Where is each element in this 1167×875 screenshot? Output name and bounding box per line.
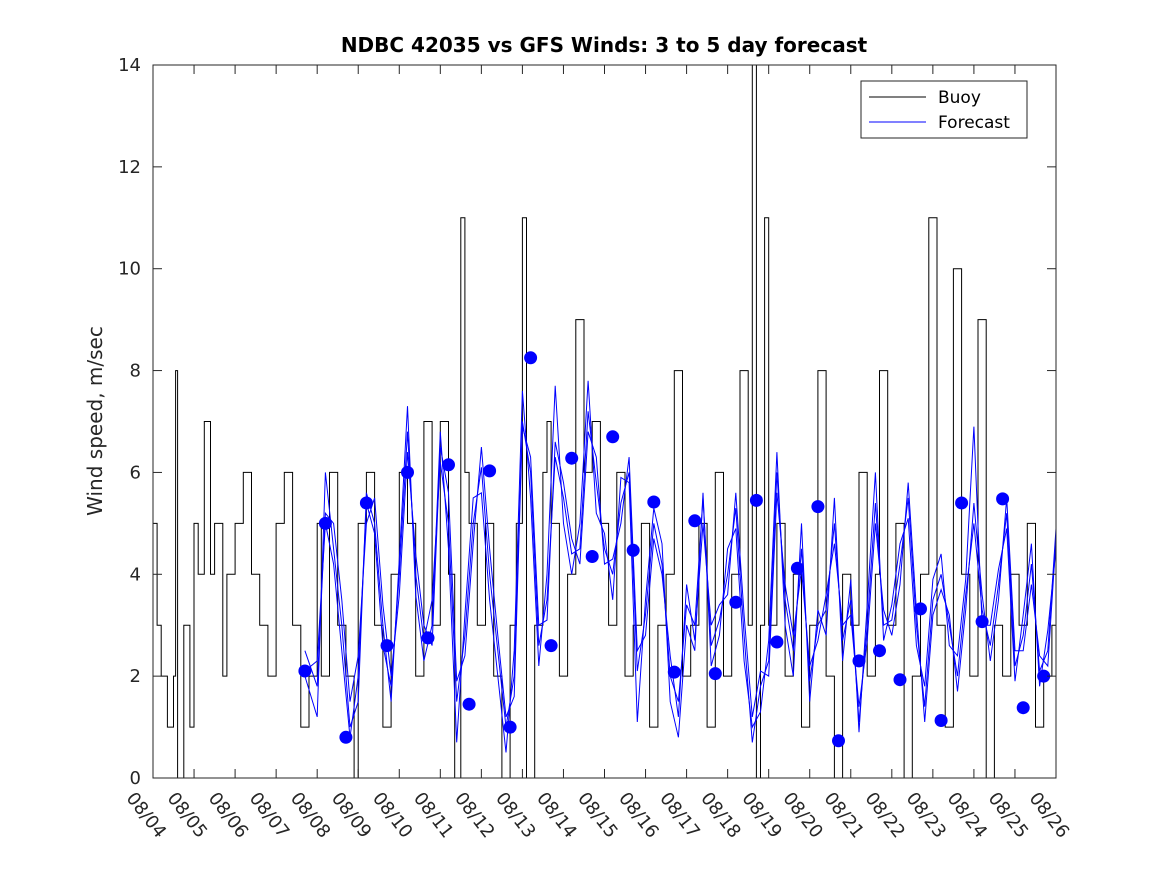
forecast-marker	[832, 734, 845, 748]
forecast-marker	[318, 516, 332, 530]
forecast-markers	[298, 351, 1051, 748]
chart-title: NDBC 42035 vs GFS Winds: 3 to 5 day fore…	[341, 33, 868, 57]
plot-area	[153, 65, 1056, 778]
forecast-marker	[873, 644, 886, 658]
forecast-marker	[359, 496, 373, 510]
forecast-marker	[955, 496, 969, 510]
forecast-marker	[462, 697, 476, 711]
forecast-line-3	[304, 426, 1057, 723]
forecast-marker	[380, 639, 394, 653]
legend-buoy-label: Buoy	[938, 88, 981, 108]
forecast-marker	[1016, 701, 1030, 715]
forecast-marker	[1037, 669, 1051, 683]
forecast-marker	[975, 615, 989, 629]
forecast-marker	[647, 495, 661, 509]
forecast-marker	[298, 664, 312, 678]
forecast-marker	[606, 430, 620, 444]
forecast-marker	[524, 351, 538, 365]
forecast-marker	[893, 673, 907, 687]
y-tick-label: 8	[130, 361, 141, 382]
forecast-marker	[667, 665, 681, 679]
forecast-marker	[503, 720, 517, 734]
forecast-marker	[585, 550, 599, 563]
axis-ticks	[152, 64, 1057, 779]
forecast-marker	[401, 465, 414, 479]
forecast-marker	[565, 451, 579, 465]
forecast-marker	[852, 654, 866, 668]
y-tick-label: 14	[118, 55, 141, 76]
legend-box	[860, 80, 1028, 139]
forecast-marker	[811, 500, 825, 514]
forecast-line-2	[304, 380, 1057, 753]
forecast-marker	[442, 458, 455, 472]
forecast-marker	[626, 543, 640, 557]
y-tick-label: 10	[118, 259, 141, 280]
y-tick-label: 2	[130, 666, 141, 687]
y-tick-label: 12	[118, 157, 141, 178]
y-tick-labels: 0 2 4 6 8 10 12 14	[118, 55, 141, 789]
legend: Buoy Forecast	[860, 80, 1028, 139]
forecast-marker	[339, 730, 353, 744]
y-tick-label: 4	[130, 564, 141, 585]
forecast-marker	[770, 635, 784, 649]
forecast-marker	[544, 639, 558, 653]
y-axis-label: Wind speed, m/sec	[83, 326, 107, 516]
y-tick-label: 0	[130, 768, 141, 789]
legend-forecast-label: Forecast	[938, 113, 1010, 133]
forecast-marker	[421, 631, 435, 645]
y-tick-label: 6	[130, 462, 141, 483]
forecast-marker	[729, 595, 743, 609]
forecast-marker	[749, 493, 763, 507]
forecast-marker	[934, 714, 948, 727]
forecast-marker	[790, 561, 804, 575]
forecast-series	[304, 380, 1057, 753]
forecast-marker	[688, 514, 702, 528]
forecast-marker	[996, 492, 1010, 506]
forecast-marker	[483, 464, 497, 478]
forecast-marker	[914, 602, 927, 616]
forecast-marker	[708, 667, 722, 681]
